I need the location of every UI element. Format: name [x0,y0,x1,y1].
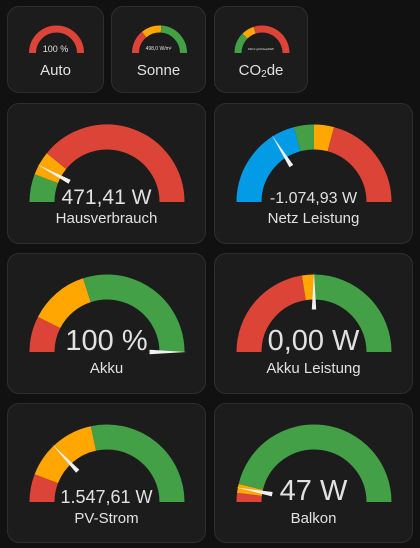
gauge-label-hausverbrauch: Hausverbrauch [55,210,158,227]
gauge-segment [141,25,162,38]
gauge-segment [29,174,59,203]
gauge-card-auto[interactable]: 100 % Auto [7,6,104,93]
gauge-segment [301,274,315,301]
gauge-segment [160,25,187,54]
gauge-segment [234,33,248,54]
gauge-segment [132,31,147,54]
gauge-segment [313,124,335,152]
gauge-segment [238,424,392,503]
gauge-value-co2: 190.0 gCO2eq/kWh [247,47,275,51]
gauge-netz-leistung [236,124,392,203]
gauge-value-netz-leistung: -1.074,93 W [269,190,358,207]
gauge-needle [36,164,71,184]
gauge-segment [83,274,185,353]
gauge-card-netz-leistung[interactable]: -1.074,93 W Netz Leistung [214,103,413,244]
gauge-segment [29,474,59,503]
gauge-label-co2: CO2de [215,62,307,80]
co2-label-sub: 2 [261,69,267,80]
co2-label-suffix: de [266,62,284,79]
gauge-needle [235,487,273,497]
gauge-value-akku-leistung: 0,00 W [267,325,360,357]
gauge-needle [52,444,80,473]
gauge-card-pv-strom[interactable]: 1.547,61 W PV-Strom [7,403,206,543]
gauge-card-akku-leistung[interactable]: 0,00 W Akku Leistung [214,253,413,394]
gauge-card-hausverbrauch[interactable]: 471,41 W Hausverbrauch [7,103,206,244]
gauge-segment [236,127,301,203]
gauge-akku [29,274,187,355]
gauge-segment [34,153,67,184]
gauge-label-netz-leistung: Netz Leistung [267,210,360,227]
gauge-segment [313,274,392,353]
gauge-pv-strom [29,424,185,503]
gauge-value-sonne: 498,0 W/m² [145,46,172,52]
gauge-segment [293,124,315,152]
gauge-card-balkon[interactable]: 47 W Balkon [214,403,413,543]
gauge-hausverbrauch [29,124,185,203]
gauge-card-akku[interactable]: 100 % Akku [7,253,206,394]
gauge-segment [29,25,84,54]
gauge-label-auto: Auto [40,62,71,79]
gauge-card-co2[interactable]: 190.0 gCO2eq/kWh CO2de [214,6,308,93]
gauge-label-sonne: Sonne [136,62,181,79]
co2-label-prefix: CO [238,62,262,79]
gauge-value-pv-strom: 1.547,61 W [60,487,153,507]
gauge-card-sonne[interactable]: 498,0 W/m² Sonne [111,6,206,93]
gauge-akku-leistung [236,272,392,353]
gauge-segment [37,278,92,329]
gauge-segment [327,127,392,203]
gauge-segment [90,424,185,503]
gauge-co2 [234,25,290,54]
gauge-needle [149,349,187,355]
gauge-needle [271,134,294,168]
gauge-segment [46,124,185,203]
gauge-value-auto: 100 % [42,44,69,54]
gauge-value-akku: 100 % [65,325,148,357]
gauge-segment [236,275,307,353]
gauge-label-balkon: Balkon [290,510,337,527]
gauge-value-balkon: 47 W [279,475,348,507]
gauge-label-akku-leistung: Akku Leistung [266,360,361,377]
gauge-segment [242,26,256,39]
gauge-balkon [235,424,392,503]
gauge-label-pv-strom: PV-Strom [74,510,139,527]
gauge-segment [29,316,61,353]
gauge-auto [29,25,84,54]
gauge-value-hausverbrauch: 471,41 W [61,186,152,209]
gauge-segment [253,25,290,54]
gauge-label-akku: Akku [89,360,124,377]
gauge-segment [34,426,97,484]
gauge-needle [311,272,317,310]
gauge-sonne [132,25,187,54]
